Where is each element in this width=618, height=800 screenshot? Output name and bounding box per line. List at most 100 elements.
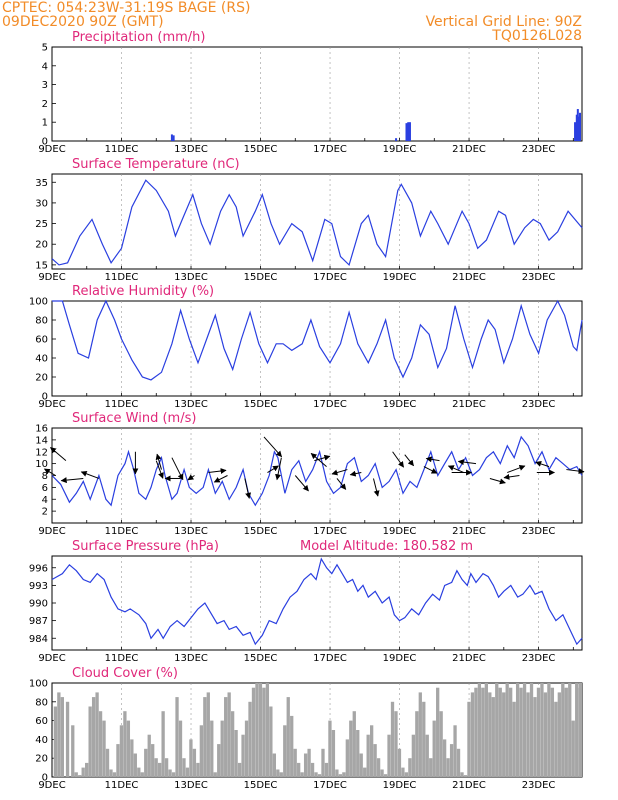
cloud-bar xyxy=(272,753,276,777)
cloud-bar xyxy=(317,774,322,777)
pressure-x-tick: 15DEC xyxy=(244,653,278,664)
wind-arrow xyxy=(392,451,404,468)
cloud-bar xyxy=(432,720,436,777)
cloud-bar xyxy=(262,687,266,777)
cloud-bar xyxy=(376,758,381,777)
cloud-bar xyxy=(237,762,242,777)
cloud-bar xyxy=(470,692,475,777)
cloud-bar xyxy=(140,772,144,777)
cloud-bar xyxy=(363,767,367,777)
pressure-y-tick: 984 xyxy=(29,634,48,645)
cloud-bar xyxy=(85,762,89,777)
temp-panel: Surface Temperature (nC) 9DEC 11DEC 13DEC 15… xyxy=(35,157,583,283)
wind-x-tick: 19DEC xyxy=(383,526,417,537)
cloud-x-tick: 17DEC xyxy=(313,780,347,791)
cloud-bar xyxy=(109,769,113,777)
cloud-bar xyxy=(557,692,561,777)
cloud-bar xyxy=(147,734,151,777)
cloud-bar xyxy=(241,734,245,777)
rh-y-tick: 100 xyxy=(29,297,48,308)
wind-arrow xyxy=(267,465,279,473)
cloud-panel: Cloud Cover (%) 9DEC 11DEC 13DEC 15DEC 17DEC 1… xyxy=(29,666,583,791)
precip-title: Precipitation (mm/h) xyxy=(72,30,205,45)
cloud-bar xyxy=(217,744,221,777)
cloud-bar xyxy=(342,772,346,777)
wind-arrow xyxy=(404,454,414,467)
cloud-bar xyxy=(303,753,308,777)
cloud-bar xyxy=(286,697,290,777)
cloud-bar xyxy=(297,762,301,777)
cloud-bar xyxy=(415,711,419,777)
wind-y-tick: 8 xyxy=(42,471,48,482)
cloud-x-tick: 13DEC xyxy=(174,780,208,791)
cloud-bar xyxy=(276,769,280,777)
rh-x-tick: 9DEC xyxy=(38,399,65,410)
cloud-bar xyxy=(536,687,541,777)
cloud-bar xyxy=(234,730,238,777)
cloud-bar xyxy=(550,687,555,777)
wind-y-tick: 2 xyxy=(42,507,48,518)
cloud-x-tick: 21DEC xyxy=(452,780,486,791)
temp-x-tick: 17DEC xyxy=(313,272,347,283)
cloud-bar xyxy=(230,711,235,777)
header-grid-note: Vertical Grid Line: 90Z xyxy=(426,14,582,30)
cloud-bar xyxy=(307,748,311,777)
cloud-bar xyxy=(112,772,117,777)
cloud-bar xyxy=(460,772,464,777)
cloud-bar xyxy=(491,697,495,777)
cloud-bar xyxy=(203,697,207,777)
cloud-bar xyxy=(502,692,506,777)
cloud-bar xyxy=(477,683,482,777)
cloud-bar xyxy=(408,758,412,777)
cloud-bar xyxy=(328,720,332,777)
wind-y-tick: 12 xyxy=(35,447,48,458)
cloud-bar xyxy=(185,767,190,777)
cloud-bar xyxy=(98,711,103,777)
cloud-bar xyxy=(338,774,343,777)
cloud-bar xyxy=(345,739,349,777)
wind-arrow xyxy=(425,456,440,463)
wind-arrow xyxy=(155,453,162,470)
precip-bar xyxy=(407,122,410,141)
wind-x-tick: 21DEC xyxy=(452,526,486,537)
cloud-bar xyxy=(540,683,544,777)
wind-arrow xyxy=(155,460,164,479)
cloud-bar xyxy=(151,744,155,777)
wind-arrow xyxy=(331,469,348,476)
temp-x-tick: 21DEC xyxy=(452,272,486,283)
cloud-bar xyxy=(321,748,325,777)
cloud-bar xyxy=(244,720,249,777)
cloud-bar xyxy=(474,687,478,777)
cloud-bar xyxy=(505,683,509,777)
rh-series-line xyxy=(52,299,583,381)
cloud-bar xyxy=(533,697,537,777)
header-station: CPTEC: 054:23W-31:19S BAGE (RS) xyxy=(2,0,250,16)
cloud-y-tick: 0 xyxy=(42,773,48,784)
cloud-bar xyxy=(210,720,214,777)
cloud-bar xyxy=(578,683,582,777)
cloud-bar xyxy=(130,739,134,777)
cloud-bar xyxy=(519,687,523,777)
cloud-bar xyxy=(123,711,127,777)
cloud-bar xyxy=(74,772,78,777)
precip-x-tick: 11DEC xyxy=(105,144,139,155)
cloud-bar xyxy=(57,692,61,777)
cloud-bar xyxy=(161,711,165,777)
precip-bar xyxy=(395,138,398,141)
cloud-bar xyxy=(481,687,485,777)
rh-y-tick: 40 xyxy=(35,354,48,365)
cloud-bar xyxy=(422,701,426,777)
cloud-bar xyxy=(102,720,106,777)
temp-y-tick: 35 xyxy=(35,178,48,189)
wind-x-tick: 15DEC xyxy=(244,526,278,537)
cloud-bar xyxy=(390,701,395,777)
cloud-bar xyxy=(251,687,256,777)
wind-arrow xyxy=(50,447,67,462)
precip-y-tick: 2 xyxy=(42,99,48,110)
wind-panel: Surface Wind (m/s) 9DEC 11DEC 13DEC 15DEC 17D… xyxy=(35,411,585,537)
cloud-bar xyxy=(404,772,409,777)
cloud-bar xyxy=(387,734,391,777)
cloud-x-tick: 15DEC xyxy=(244,780,278,791)
wind-arrow xyxy=(43,468,56,476)
cloud-bar xyxy=(512,701,516,777)
